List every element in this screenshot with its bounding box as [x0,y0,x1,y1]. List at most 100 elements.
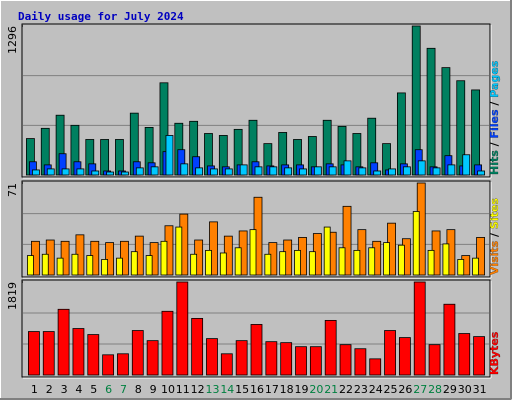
bar [145,255,153,276]
bar [308,251,316,276]
x-tick-label: 23 [354,383,368,396]
bar [206,338,218,376]
legend: Visits / Sites [488,198,501,275]
x-tick-label: 1 [31,383,38,396]
legend: Hits / Files / Pages [488,60,501,175]
x-tick-label: 18 [280,383,294,396]
bar [117,353,129,376]
bar [131,330,144,376]
legend-entry: KBytes [488,331,501,375]
bar [358,167,367,176]
x-tick-label: 31 [473,383,487,396]
bar [354,348,367,376]
x-tick-label: 13 [205,383,219,396]
title: Daily usage for July 2024 [18,10,184,23]
legend-entry: Visits [488,240,501,275]
bar [343,160,352,176]
bar [86,255,94,276]
bar [150,166,159,176]
bar [165,135,174,176]
bar [220,353,233,376]
x-tick-label: 27 [413,383,427,396]
legend-entry: Pages [488,60,501,98]
bar [284,167,293,176]
y-tick-label: 71 [6,183,19,197]
bar [309,346,322,376]
bar [87,334,100,376]
x-tick-label: 9 [150,383,157,396]
x-tick-label: 28 [428,383,442,396]
bar [472,257,479,276]
bar [239,164,248,176]
bar [447,164,456,176]
x-tick-label: 26 [398,383,412,396]
bar [100,139,110,176]
bar [443,303,456,376]
bar [373,170,382,176]
bar [91,170,100,176]
bar [41,253,49,276]
x-tick-label: 11 [176,383,190,396]
x-tick-label: 24 [369,383,383,396]
bar [116,257,123,276]
y-tick-label: 1819 [6,282,19,310]
x-tick-label: 30 [458,383,472,396]
bar [57,308,70,376]
bar [299,168,307,176]
bar [471,89,480,176]
bar [235,340,248,376]
bar [106,171,115,176]
x-tick-label: 3 [61,383,68,396]
legend-separator: / [488,98,501,110]
bar [384,330,396,376]
x-tick-label: 5 [90,383,97,396]
x-tick-label: 22 [339,383,353,396]
bar [42,331,55,376]
bar [175,226,183,276]
bar [328,166,337,176]
bar [396,92,406,176]
x-tick-label: 29 [443,383,457,396]
x-tick-label: 19 [295,383,309,396]
bar [369,358,382,376]
bar [209,221,218,276]
bar [353,249,361,276]
bar [205,249,212,276]
bar [324,319,337,376]
bar [323,226,331,276]
bar [462,154,471,176]
x-tick-label: 6 [105,383,112,396]
bar [76,168,85,176]
legend-entry: Files [488,109,501,139]
bar [412,211,420,276]
bar [234,247,242,276]
x-tick-label: 21 [324,383,338,396]
bar [71,253,79,276]
bar [417,160,426,176]
bar [210,168,218,176]
bar [265,341,278,376]
bar [279,251,287,276]
x-tick-label: 15 [235,383,249,396]
x-tick-label: 16 [250,383,264,396]
bar [476,237,485,276]
bar [28,331,40,376]
bar [402,166,411,176]
bar [342,205,352,276]
bar [195,167,204,176]
bar [146,340,159,376]
bar [72,328,85,376]
bar [121,171,129,176]
bar [56,257,64,276]
bar [180,163,189,176]
bar [191,318,204,376]
bar [264,253,272,276]
bar [426,47,436,176]
y-tick-label: 1296 [6,26,19,54]
bar [61,168,70,176]
x-tick-label: 4 [75,383,82,396]
bar [190,253,198,276]
bar [160,240,168,276]
bar [219,252,227,276]
